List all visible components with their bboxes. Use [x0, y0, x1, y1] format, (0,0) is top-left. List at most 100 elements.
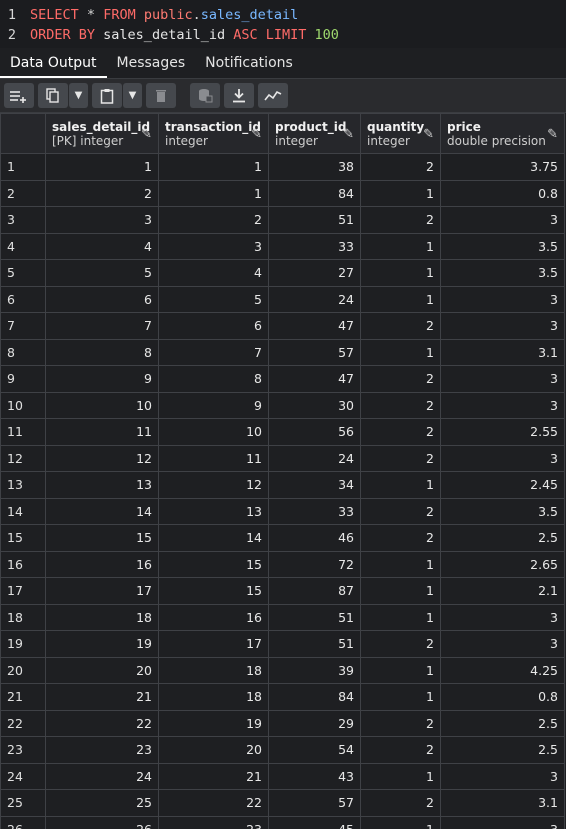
table-cell[interactable]: 2 [360, 497, 441, 525]
row-number[interactable]: 10 [0, 391, 46, 419]
table-cell[interactable]: 17 [158, 630, 269, 658]
table-cell[interactable]: 24 [268, 444, 361, 472]
table-cell[interactable]: 3 [440, 391, 565, 419]
table-cell[interactable]: 51 [268, 630, 361, 658]
row-number[interactable]: 18 [0, 603, 46, 631]
table-cell[interactable]: 15 [45, 524, 159, 552]
table-cell[interactable]: 9 [158, 391, 269, 419]
table-cell[interactable]: 2.5 [440, 736, 565, 764]
table-cell[interactable]: 3.75 [440, 153, 565, 181]
table-cell[interactable]: 2 [360, 365, 441, 393]
table-row[interactable]: 12 12 11 24 2 3 [0, 444, 565, 472]
table-cell[interactable]: 22 [45, 709, 159, 737]
column-header[interactable]: price double precision ✎ [440, 113, 565, 154]
table-cell[interactable]: 5 [45, 259, 159, 287]
table-cell[interactable]: 10 [45, 391, 159, 419]
table-cell[interactable]: 1 [360, 815, 441, 829]
table-cell[interactable]: 18 [158, 656, 269, 684]
table-cell[interactable]: 2 [158, 206, 269, 234]
table-cell[interactable]: 25 [45, 789, 159, 817]
table-cell[interactable]: 1 [360, 285, 441, 313]
table-cell[interactable]: 3 [440, 444, 565, 472]
table-cell[interactable]: 1 [360, 762, 441, 790]
code-line[interactable]: 2 ORDER BY sales_detail_id ASC LIMIT 100 [0, 25, 566, 45]
table-cell[interactable]: 2 [360, 524, 441, 552]
table-cell[interactable]: 2 [360, 444, 441, 472]
table-cell[interactable]: 3.1 [440, 789, 565, 817]
table-cell[interactable]: 3 [440, 285, 565, 313]
table-cell[interactable]: 19 [158, 709, 269, 737]
table-cell[interactable]: 2.5 [440, 709, 565, 737]
table-row[interactable]: 20 20 18 39 1 4.25 [0, 656, 565, 684]
table-cell[interactable]: 8 [45, 338, 159, 366]
table-cell[interactable]: 3.5 [440, 232, 565, 260]
row-number[interactable]: 15 [0, 524, 46, 552]
table-row[interactable]: 18 18 16 51 1 3 [0, 603, 565, 631]
table-cell[interactable]: 1 [360, 338, 441, 366]
table-cell[interactable]: 14 [45, 497, 159, 525]
table-cell[interactable]: 2 [45, 179, 159, 207]
pencil-icon[interactable]: ✎ [547, 127, 558, 142]
table-cell[interactable]: 54 [268, 736, 361, 764]
table-cell[interactable]: 24 [268, 285, 361, 313]
row-number[interactable]: 21 [0, 683, 46, 711]
table-cell[interactable]: 1 [360, 471, 441, 499]
row-number[interactable]: 19 [0, 630, 46, 658]
table-cell[interactable]: 16 [45, 550, 159, 578]
table-cell[interactable]: 2.5 [440, 524, 565, 552]
table-cell[interactable]: 3.5 [440, 497, 565, 525]
sql-editor[interactable]: 1 SELECT * FROM public. sales_detail 2 OR… [0, 0, 566, 48]
column-header[interactable]: sales_detail_id [PK] integer ✎ [45, 113, 159, 154]
table-cell[interactable]: 4 [45, 232, 159, 260]
table-row[interactable]: 16 16 15 72 1 2.65 [0, 550, 565, 578]
table-cell[interactable]: 34 [268, 471, 361, 499]
tab-notifications[interactable]: Notifications [205, 55, 293, 71]
table-cell[interactable]: 29 [268, 709, 361, 737]
table-cell[interactable]: 72 [268, 550, 361, 578]
table-cell[interactable]: 2 [360, 206, 441, 234]
pencil-icon[interactable]: ✎ [141, 127, 152, 142]
table-cell[interactable]: 2 [360, 630, 441, 658]
table-cell[interactable]: 11 [45, 418, 159, 446]
row-number[interactable]: 9 [0, 365, 46, 393]
row-number[interactable]: 17 [0, 577, 46, 605]
table-cell[interactable]: 57 [268, 789, 361, 817]
table-cell[interactable]: 15 [158, 577, 269, 605]
table-cell[interactable]: 12 [45, 444, 159, 472]
table-cell[interactable]: 5 [158, 285, 269, 313]
table-cell[interactable]: 23 [158, 815, 269, 829]
table-cell[interactable]: 13 [158, 497, 269, 525]
row-number[interactable]: 3 [0, 206, 46, 234]
row-number[interactable]: 13 [0, 471, 46, 499]
table-cell[interactable]: 18 [158, 683, 269, 711]
select-all-corner[interactable] [0, 113, 46, 154]
tab-data-output[interactable]: Data Output [0, 48, 107, 78]
row-number[interactable]: 16 [0, 550, 46, 578]
pencil-icon[interactable]: ✎ [343, 127, 354, 142]
table-cell[interactable]: 47 [268, 365, 361, 393]
table-cell[interactable]: 7 [158, 338, 269, 366]
table-row[interactable]: 6 6 5 24 1 3 [0, 285, 565, 313]
table-cell[interactable]: 20 [45, 656, 159, 684]
table-cell[interactable]: 1 [360, 550, 441, 578]
table-cell[interactable]: 21 [158, 762, 269, 790]
table-row[interactable]: 10 10 9 30 2 3 [0, 391, 565, 419]
table-cell[interactable]: 1 [360, 577, 441, 605]
row-number[interactable]: 26 [0, 815, 46, 829]
table-cell[interactable]: 3.5 [440, 259, 565, 287]
tab-messages[interactable]: Messages [116, 55, 186, 71]
table-cell[interactable]: 1 [45, 153, 159, 181]
table-cell[interactable]: 3 [158, 232, 269, 260]
copy-button[interactable] [38, 83, 68, 108]
pencil-icon[interactable]: ✎ [251, 127, 262, 142]
table-cell[interactable]: 56 [268, 418, 361, 446]
table-cell[interactable]: 4 [158, 259, 269, 287]
table-row[interactable]: 11 11 10 56 2 2.55 [0, 418, 565, 446]
paste-options-button[interactable]: ▼ [123, 83, 142, 108]
table-cell[interactable]: 1 [158, 179, 269, 207]
graph-visualiser-button[interactable] [258, 83, 288, 108]
column-header[interactable]: product_id integer ✎ [268, 113, 361, 154]
table-cell[interactable]: 22 [158, 789, 269, 817]
data-grid[interactable]: sales_detail_id [PK] integer ✎ transaction… [0, 113, 566, 829]
row-number[interactable]: 24 [0, 762, 46, 790]
